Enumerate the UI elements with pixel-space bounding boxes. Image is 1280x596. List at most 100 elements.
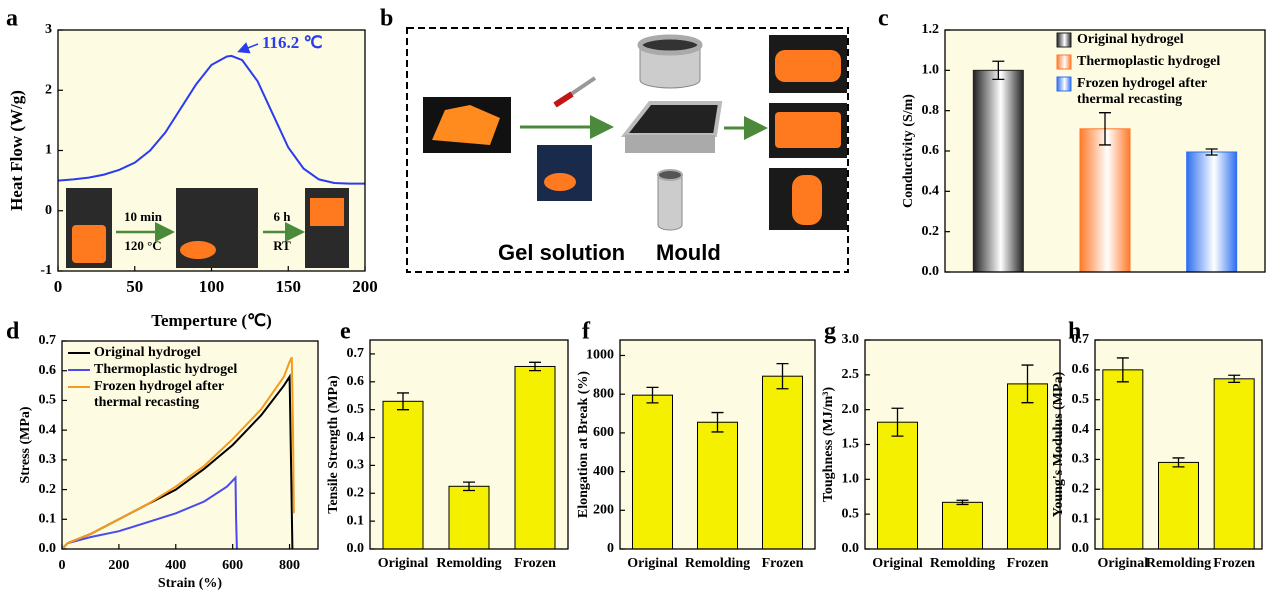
x-tick-label: 800 [279, 558, 300, 573]
bar [1079, 128, 1131, 273]
error-bar [529, 361, 541, 372]
tube-mould [657, 175, 683, 231]
dashed-frame [406, 27, 849, 273]
y-tick-label: 3 [45, 22, 52, 37]
x-tick-label: Remolding [436, 556, 501, 571]
error-bar [463, 481, 475, 492]
y-axis-label: Toughness (MJ/m³) [821, 387, 836, 503]
bar [514, 365, 556, 550]
syringe-fill [553, 91, 574, 108]
y-axis-label: Young's Modulus (MPa) [1051, 371, 1066, 517]
bar [877, 421, 918, 550]
gel-disk [775, 50, 841, 82]
panel-label: f [582, 319, 591, 345]
axis-frame [1094, 339, 1263, 550]
x-axis-label: Temperture (℃) [151, 311, 272, 330]
axis-frame [944, 29, 1266, 273]
y-tick-label: 0.2 [1072, 482, 1090, 497]
y-tick-label: 0.6 [922, 143, 940, 158]
inset-label: 120 °C [124, 238, 161, 253]
x-axis-label: Strain (%) [158, 576, 223, 591]
panel-label: a [6, 6, 18, 32]
y-tick-label: 1.5 [842, 437, 860, 452]
x-tick-label: 150 [276, 277, 302, 296]
y-axis-label: Conductivity (S/m) [901, 94, 916, 208]
x-tick-label: 400 [165, 558, 186, 573]
error-bar [1021, 364, 1034, 404]
bar [448, 485, 490, 550]
tray-side [625, 135, 715, 153]
line [61, 356, 295, 550]
y-tick-label: 0.6 [1072, 362, 1090, 377]
x-tick-label: Remolding [685, 556, 750, 571]
x-tick-label: 200 [108, 558, 129, 573]
x-tick-label: 600 [222, 558, 243, 573]
photo [537, 145, 592, 201]
legend-label: Thermoplastic hydrogel [1077, 54, 1220, 69]
x-tick-label: 0 [54, 277, 63, 296]
y-tick-label: 0.0 [39, 541, 57, 556]
x-tick-label: Original [872, 556, 923, 571]
inset-gel [72, 225, 106, 263]
y-tick-label: 0 [607, 541, 614, 556]
x-tick-label: Original [378, 556, 429, 571]
y-tick-label: 0.2 [922, 224, 940, 239]
x-tick-label: 100 [199, 277, 225, 296]
y-tick-label: 0.7 [1072, 332, 1090, 347]
legend-swatch [1056, 32, 1072, 48]
y-tick-label: 0.4 [922, 184, 940, 199]
x-tick-label: Original [627, 556, 678, 571]
panel-label: b [380, 6, 393, 32]
y-tick-label: -1 [40, 263, 52, 278]
gel-pieces [432, 105, 500, 145]
y-tick-label: 0.0 [1072, 541, 1090, 556]
tray-mould [620, 101, 723, 137]
y-tick-label: 0.0 [922, 264, 940, 279]
x-tick-label: Frozen [514, 556, 556, 571]
panel-label: d [6, 319, 20, 345]
gel [544, 173, 576, 191]
y-tick-label: 3.0 [842, 332, 860, 347]
y-axis-label: Heat Flow (W/g) [7, 90, 26, 211]
y-tick-label: 600 [593, 425, 614, 440]
y-axis-label: Stress (MPa) [18, 406, 33, 483]
tube-top [657, 169, 683, 181]
y-tick-label: 0.2 [347, 485, 365, 500]
legend-label: Thermoplastic hydrogel [94, 362, 237, 377]
y-tick-label: 0.3 [39, 452, 57, 467]
x-tick-label: Frozen [1213, 556, 1255, 571]
annotation-arrow [237, 42, 259, 54]
y-tick-label: 1.0 [842, 472, 860, 487]
y-tick-label: 0.0 [347, 541, 365, 556]
y-tick-label: 400 [593, 464, 614, 479]
plot-area [62, 341, 318, 549]
gel-tube [792, 175, 822, 225]
legend-swatch [1056, 54, 1072, 70]
inset-label: 10 min [124, 209, 163, 224]
bar [1186, 151, 1238, 273]
inset-gel [180, 241, 216, 259]
y-tick-label: 0.1 [347, 513, 365, 528]
x-tick-label: Remolding [930, 556, 995, 571]
diagram-label: Mould [656, 240, 721, 265]
y-tick-label: 2 [45, 82, 52, 97]
y-tick-label: 0.7 [39, 333, 57, 348]
y-tick-label: 0.5 [347, 402, 365, 417]
bar [1102, 369, 1144, 550]
y-tick-label: 0.5 [39, 393, 57, 408]
panel-label: g [824, 319, 836, 345]
gel-slab [775, 112, 841, 148]
axis-frame [369, 339, 569, 550]
y-tick-label: 0.5 [1072, 392, 1090, 407]
y-tick-label: 0.8 [922, 103, 940, 118]
bar [762, 375, 803, 550]
error-bar [1099, 112, 1111, 146]
legend-label: Original hydrogel [94, 345, 201, 360]
y-tick-label: 1 [45, 143, 52, 158]
y-tick-label: 0.2 [39, 482, 57, 497]
inset-gel [310, 198, 344, 226]
x-tick-label: Remolding [1146, 556, 1211, 571]
y-tick-label: 1000 [586, 348, 614, 363]
panel-label: c [878, 6, 889, 32]
